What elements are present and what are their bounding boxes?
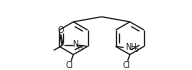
Text: Cl: Cl <box>66 61 74 70</box>
Text: O: O <box>58 26 64 35</box>
Text: Cl: Cl <box>122 61 130 70</box>
Text: 2: 2 <box>134 48 138 53</box>
Text: NH: NH <box>125 43 137 52</box>
Text: N: N <box>73 40 78 49</box>
Text: H: H <box>77 45 82 51</box>
